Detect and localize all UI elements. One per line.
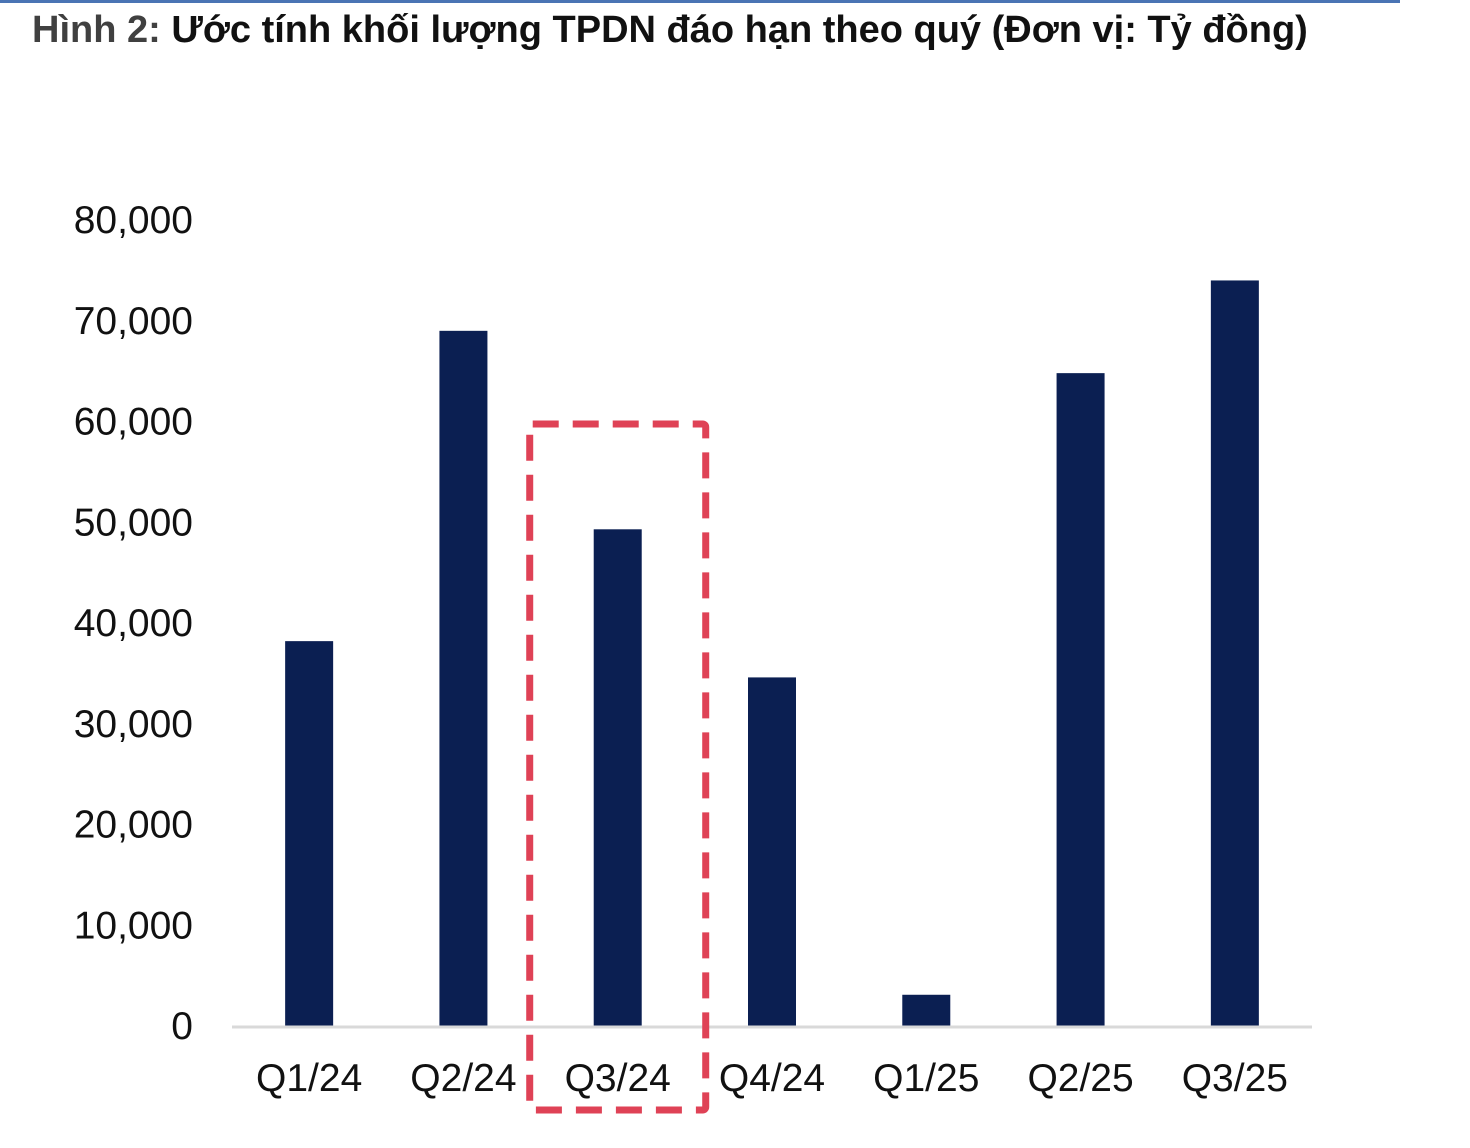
y-tick-label: 50,000 <box>74 501 193 544</box>
y-tick-label: 60,000 <box>74 401 193 444</box>
bar-q2-25 <box>1056 373 1105 1026</box>
y-tick-label: 40,000 <box>74 602 193 645</box>
bar-q4-24 <box>748 677 796 1026</box>
highlight-box <box>526 420 710 1114</box>
y-tick-label: 10,000 <box>74 904 193 947</box>
x-tick-label: Q1/25 <box>873 1057 979 1100</box>
bar-q3-25 <box>1210 280 1259 1026</box>
bar-q1-25 <box>902 994 951 1026</box>
bar-q3-24 <box>593 529 642 1026</box>
y-tick-label: 80,000 <box>74 199 193 242</box>
y-tick-label: 70,000 <box>74 300 193 343</box>
x-tick-label: Q3/25 <box>1182 1057 1288 1100</box>
y-tick-label: 0 <box>171 1005 193 1048</box>
figure-title-text: Ước tính khối lượng TPDN đáo hạn theo qu… <box>171 9 1308 51</box>
figure-title: Hình 2: Ước tính khối lượng TPDN đáo hạn… <box>32 8 1362 52</box>
bar-q1-24 <box>285 641 334 1026</box>
y-tick-label: 30,000 <box>74 703 193 746</box>
bar-q2-24 <box>439 330 488 1026</box>
top-rule <box>0 0 1400 3</box>
x-tick-label: Q2/24 <box>410 1057 516 1100</box>
x-tick-label: Q2/25 <box>1027 1057 1133 1100</box>
x-tick-label: Q3/24 <box>565 1057 671 1100</box>
x-tick-label: Q4/24 <box>719 1057 825 1100</box>
x-tick-label: Q1/24 <box>256 1057 362 1100</box>
y-tick-label: 20,000 <box>74 804 193 847</box>
figure-prefix: Hình 2: <box>32 9 161 51</box>
